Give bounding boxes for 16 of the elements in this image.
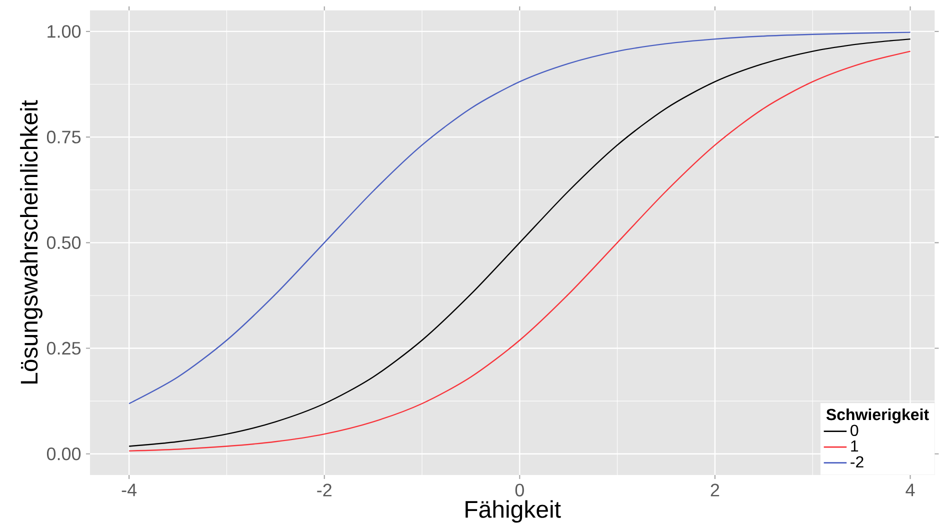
y-tick-label: 0.75	[46, 130, 81, 144]
x-tick-label: 2	[710, 484, 720, 496]
x-tick-label: -2	[317, 484, 332, 496]
x-axis-title: Fähigkeit	[466, 500, 561, 523]
x-tick-label: 4	[906, 484, 915, 496]
y-axis-title: Lösungswahrscheinlichkeit	[20, 100, 42, 384]
y-tick-label: 0.25	[46, 342, 81, 355]
y-tick-label: 0.00	[46, 448, 81, 460]
x-tick-label: 0	[515, 484, 524, 496]
x-tick-label: -4	[122, 484, 137, 496]
legend-title: Schwierigkeit	[826, 408, 929, 424]
y-tick-label: 1.00	[48, 25, 81, 38]
y-tick-label: 0.50	[46, 236, 81, 250]
legend-label: -2	[850, 456, 864, 468]
legend-label: 0	[850, 424, 858, 436]
legend-label: 1	[851, 440, 858, 452]
